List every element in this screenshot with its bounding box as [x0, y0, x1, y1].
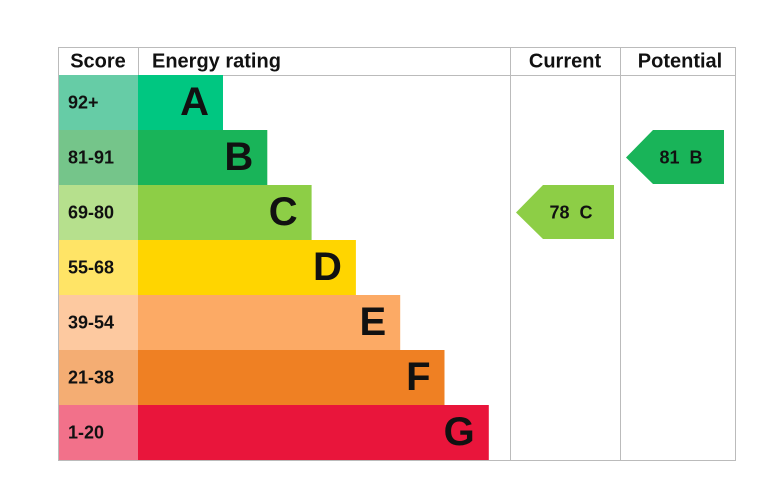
score-label: 1-20 — [68, 422, 104, 442]
header-rating: Energy rating — [152, 50, 281, 72]
rating-letter: C — [269, 190, 298, 234]
rating-letter: D — [313, 245, 342, 289]
header-current: Current — [529, 50, 602, 72]
score-label: 69-80 — [68, 202, 114, 222]
score-label: 81-91 — [68, 147, 114, 167]
rating-bar — [138, 75, 223, 130]
rating-letter: B — [224, 135, 253, 179]
potential-letter: B — [690, 147, 703, 167]
rating-bar — [138, 295, 401, 350]
potential-arrow — [626, 130, 724, 184]
score-cell — [59, 240, 138, 295]
rating-letter: A — [180, 80, 209, 124]
potential-value: 81 — [659, 147, 679, 167]
rating-letter: G — [444, 410, 475, 454]
score-cell — [59, 185, 138, 240]
table-border — [58, 47, 736, 461]
rating-bar — [138, 185, 312, 240]
current-arrow — [516, 185, 614, 239]
score-cell — [59, 75, 138, 130]
potential-label: 81 B — [659, 147, 702, 167]
rating-bar — [138, 405, 489, 460]
current-label: 78 C — [549, 202, 592, 222]
header-score: Score — [70, 50, 126, 72]
score-cell — [59, 405, 138, 460]
current-letter: C — [580, 202, 593, 222]
rating-letter: F — [406, 355, 430, 399]
current-value: 78 — [549, 202, 569, 222]
score-label: 21-38 — [68, 367, 114, 387]
score-cell — [59, 350, 138, 405]
score-label: 92+ — [68, 92, 99, 112]
score-cell — [59, 130, 138, 185]
header-potential: Potential — [638, 50, 722, 72]
rating-bar — [138, 130, 268, 185]
score-label: 39-54 — [68, 312, 114, 332]
score-label: 55-68 — [68, 257, 114, 277]
rating-bar — [138, 240, 356, 295]
rating-letter: E — [360, 300, 387, 344]
rating-bar — [138, 350, 445, 405]
score-cell — [59, 295, 138, 350]
